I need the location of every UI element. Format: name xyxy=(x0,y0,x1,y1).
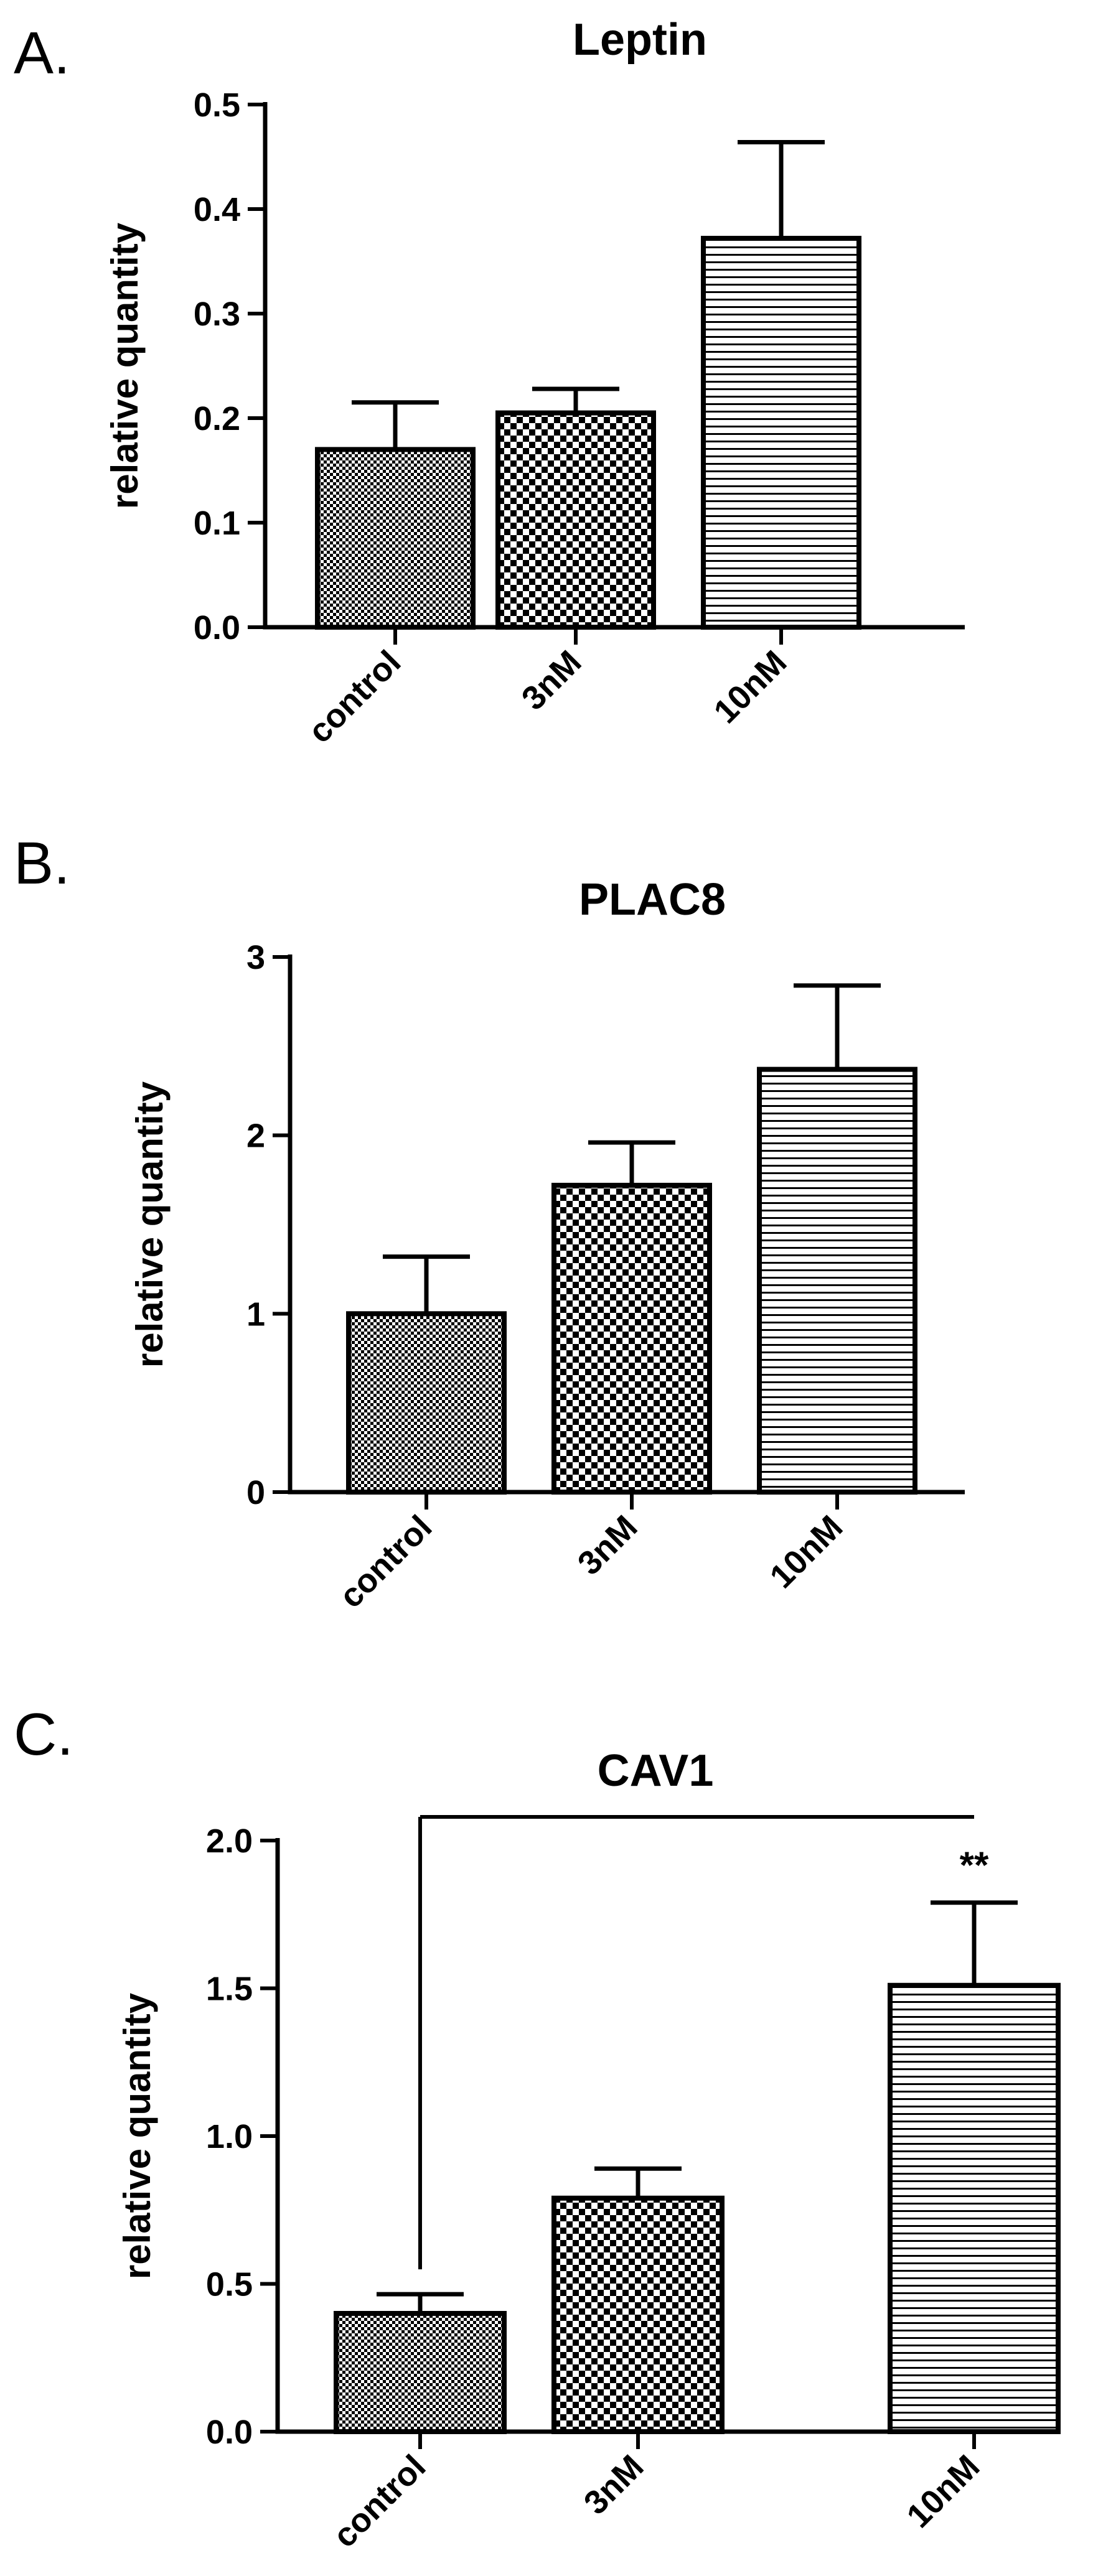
panel-label-b: B. xyxy=(14,830,70,897)
x-tick-label: control xyxy=(326,2448,433,2555)
y-tick-label: 0.0 xyxy=(206,2414,253,2451)
y-tick-label: 0.5 xyxy=(194,86,240,124)
x-tick-label: 3nM xyxy=(571,1508,645,1582)
y-tick-label: 0.0 xyxy=(194,609,240,646)
y-tick-label: 1 xyxy=(246,1295,265,1333)
x-tick-label: control xyxy=(301,643,408,750)
x-tick-label: 3nM xyxy=(577,2448,651,2522)
bar-10nm xyxy=(701,236,861,630)
bar-3nm xyxy=(495,410,656,630)
bar-control xyxy=(334,2311,507,2434)
bar-10nm xyxy=(757,1066,917,1495)
chart-title: PLAC8 xyxy=(579,875,726,925)
chart-title: Leptin xyxy=(573,15,707,65)
y-tick-label: 0.3 xyxy=(194,296,240,333)
y-tick-label: 2.0 xyxy=(206,1822,253,1860)
chart-cav1: CAV1 relative quantity 0.0 0.5 1.0 1.5 2.0 cont… xyxy=(116,1746,1061,2555)
x-tick-label: 10nM xyxy=(762,1508,850,1595)
bar-control xyxy=(346,1311,507,1495)
chart-title: CAV1 xyxy=(598,1746,714,1796)
y-tick-label: 3 xyxy=(246,939,265,976)
x-tick-label: 10nM xyxy=(899,2448,987,2535)
chart-plac8: PLAC8 relative quantity 0 1 2 3 control 3nM 10nM xyxy=(129,875,965,1615)
y-tick-label: 0.1 xyxy=(194,505,240,542)
y-tick-label: 1.0 xyxy=(206,2118,253,2155)
y-tick-label: 0 xyxy=(246,1474,265,1511)
bar-10nm xyxy=(888,1982,1061,2434)
chart-leptin: Leptin relative quantity 0.0 0.1 0.2 0.3 0.4 0.… xyxy=(104,15,965,750)
y-tick-label: 2 xyxy=(246,1118,265,1155)
y-tick-label: 0.5 xyxy=(206,2266,253,2303)
x-tick-label: control xyxy=(332,1508,439,1615)
x-tick-label: 3nM xyxy=(515,643,589,717)
panel-label-a: A. xyxy=(14,20,70,86)
y-axis-label: relative quantity xyxy=(129,1081,171,1368)
y-tick-label: 0.2 xyxy=(194,400,240,437)
bar-3nm xyxy=(551,2195,725,2434)
bar-control xyxy=(315,447,476,630)
y-tick-label: 1.5 xyxy=(206,1971,253,2008)
bar-3nm xyxy=(551,1182,712,1495)
x-tick-label: 10nM xyxy=(706,643,794,730)
y-tick-label: 0.4 xyxy=(194,191,240,228)
y-axis-label: relative quantity xyxy=(116,1992,158,2279)
panel-label-c: C. xyxy=(14,1701,73,1768)
y-axis-label: relative quantity xyxy=(104,222,146,509)
significance-marker: ** xyxy=(960,1844,989,1886)
